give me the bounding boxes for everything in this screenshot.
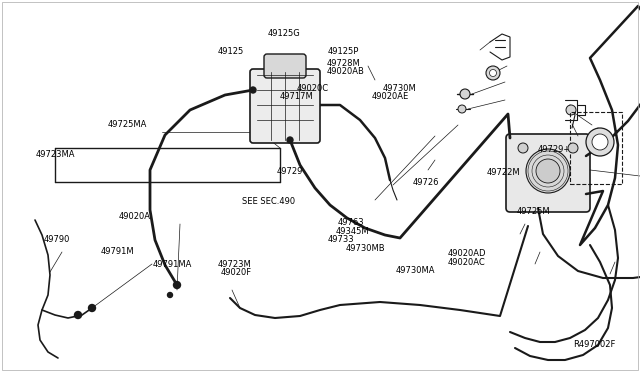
- Text: 49725MA: 49725MA: [108, 120, 147, 129]
- Circle shape: [458, 105, 466, 113]
- Text: 49791M: 49791M: [101, 247, 135, 256]
- Circle shape: [536, 159, 560, 183]
- Text: 49763: 49763: [338, 218, 365, 227]
- Text: 49723MA: 49723MA: [35, 150, 75, 159]
- Text: 49020F: 49020F: [221, 268, 252, 277]
- Circle shape: [566, 105, 576, 115]
- Text: 49733: 49733: [328, 235, 355, 244]
- Text: 49728M: 49728M: [326, 59, 360, 68]
- Text: 49791MA: 49791MA: [152, 260, 192, 269]
- Text: 49125P: 49125P: [328, 47, 359, 56]
- Bar: [570, 112, 622, 184]
- Text: 49717M: 49717M: [280, 92, 314, 101]
- FancyBboxPatch shape: [506, 134, 590, 212]
- Text: SEE SEC.490: SEE SEC.490: [242, 197, 295, 206]
- Text: 49730MB: 49730MB: [346, 244, 385, 253]
- FancyBboxPatch shape: [264, 54, 306, 78]
- Circle shape: [250, 87, 256, 93]
- Text: 49729: 49729: [276, 167, 303, 176]
- Text: 49722M: 49722M: [486, 169, 520, 177]
- Text: 49020C: 49020C: [296, 84, 328, 93]
- Text: 49790: 49790: [44, 235, 70, 244]
- Circle shape: [486, 66, 500, 80]
- Text: 49125G: 49125G: [268, 29, 300, 38]
- Circle shape: [518, 143, 528, 153]
- Text: 49020AB: 49020AB: [326, 67, 364, 76]
- Circle shape: [168, 292, 173, 298]
- Text: 49020AD: 49020AD: [448, 249, 486, 258]
- Text: 49125: 49125: [218, 47, 244, 56]
- Text: 49730M: 49730M: [383, 84, 417, 93]
- Circle shape: [287, 137, 293, 143]
- Circle shape: [490, 70, 497, 77]
- Text: 49020A: 49020A: [118, 212, 150, 221]
- Text: 49725M: 49725M: [517, 207, 551, 216]
- Text: 49345M: 49345M: [336, 227, 370, 236]
- Circle shape: [586, 128, 614, 156]
- Circle shape: [526, 149, 570, 193]
- Circle shape: [74, 311, 81, 318]
- Circle shape: [88, 305, 95, 311]
- Text: 49020AC: 49020AC: [448, 258, 486, 267]
- Circle shape: [592, 134, 608, 150]
- Circle shape: [568, 143, 578, 153]
- Text: R497002F: R497002F: [573, 340, 615, 349]
- Circle shape: [173, 282, 180, 289]
- Text: 49723M: 49723M: [218, 260, 252, 269]
- Text: 49729+B: 49729+B: [538, 145, 577, 154]
- Text: 49020AE: 49020AE: [371, 92, 408, 101]
- FancyBboxPatch shape: [250, 69, 320, 143]
- Text: 49730MA: 49730MA: [396, 266, 435, 275]
- Text: 49726: 49726: [413, 178, 439, 187]
- Circle shape: [460, 89, 470, 99]
